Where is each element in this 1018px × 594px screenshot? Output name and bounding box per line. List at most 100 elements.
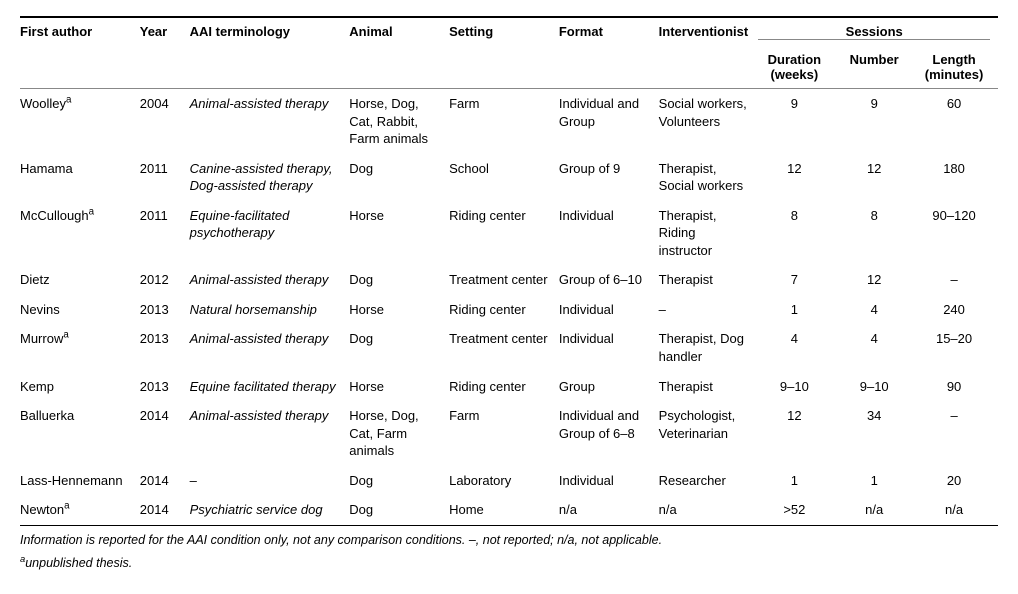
cell-num: 12: [838, 154, 918, 201]
cell-aai: Animal-assisted therapy: [190, 401, 350, 466]
cell-aai: Equine facilitated therapy: [190, 372, 350, 402]
th-sessions: Sessions: [758, 17, 998, 46]
cell-animal: Horse: [349, 295, 449, 325]
th-first-author: First author: [20, 17, 140, 89]
cell-format: Individual: [559, 201, 659, 266]
cell-year: 2011: [140, 201, 190, 266]
cell-setting: Farm: [449, 401, 559, 466]
cell-dur: 12: [758, 154, 838, 201]
table-row: Dietz2012Animal-assisted therapyDogTreat…: [20, 265, 998, 295]
cell-year: 2013: [140, 372, 190, 402]
cell-format: Group: [559, 372, 659, 402]
cell-num: 9: [838, 89, 918, 154]
th-sessions-label: Sessions: [758, 24, 990, 39]
sessions-underline: [758, 39, 990, 40]
cell-num: 34: [838, 401, 918, 466]
cell-inter: Therapist, Riding instructor: [659, 201, 759, 266]
cell-len: 15–20: [918, 324, 998, 371]
cell-setting: Treatment center: [449, 324, 559, 371]
cell-num: n/a: [838, 495, 918, 525]
cell-animal: Dog: [349, 324, 449, 371]
table-row: McCullougha2011Equine-facilitated psycho…: [20, 201, 998, 266]
footnote-2: aunpublished thesis.: [20, 555, 998, 578]
table-row: Lass-Hennemann2014–DogLaboratoryIndividu…: [20, 466, 998, 496]
cell-setting: Home: [449, 495, 559, 525]
cell-format: Group of 9: [559, 154, 659, 201]
cell-setting: Riding center: [449, 201, 559, 266]
cell-aai: Equine-facilitated psychotherapy: [190, 201, 350, 266]
th-aai: AAI terminology: [190, 17, 350, 89]
cell-author: Dietz: [20, 265, 140, 295]
cell-setting: Treatment center: [449, 265, 559, 295]
table-row: Woolleya2004Animal-assisted therapyHorse…: [20, 89, 998, 154]
cell-aai: Animal-assisted therapy: [190, 89, 350, 154]
cell-author: Murrowa: [20, 324, 140, 371]
cell-len: n/a: [918, 495, 998, 525]
cell-dur: 4: [758, 324, 838, 371]
cell-year: 2014: [140, 401, 190, 466]
table-row: Murrowa2013Animal-assisted therapyDogTre…: [20, 324, 998, 371]
cell-format: Individual: [559, 324, 659, 371]
cell-len: –: [918, 265, 998, 295]
footnote-2-text: unpublished thesis.: [25, 556, 132, 570]
cell-format: n/a: [559, 495, 659, 525]
cell-inter: Psychologist, Veterinarian: [659, 401, 759, 466]
cell-author: Kemp: [20, 372, 140, 402]
footnote-row-2: aunpublished thesis.: [20, 555, 998, 578]
cell-num: 12: [838, 265, 918, 295]
cell-format: Group of 6–10: [559, 265, 659, 295]
cell-len: 90: [918, 372, 998, 402]
table-row: Hamama2011Canine-assisted therapy, Dog-a…: [20, 154, 998, 201]
cell-len: 240: [918, 295, 998, 325]
cell-len: 20: [918, 466, 998, 496]
cell-dur: 9: [758, 89, 838, 154]
cell-author: Nevins: [20, 295, 140, 325]
cell-dur: 1: [758, 295, 838, 325]
cell-setting: School: [449, 154, 559, 201]
cell-aai: –: [190, 466, 350, 496]
cell-animal: Horse: [349, 201, 449, 266]
th-year: Year: [140, 17, 190, 89]
cell-num: 1: [838, 466, 918, 496]
cell-author: Lass-Hennemann: [20, 466, 140, 496]
cell-animal: Horse, Dog, Cat, Rabbit, Farm animals: [349, 89, 449, 154]
cell-animal: Dog: [349, 154, 449, 201]
table-body: Woolleya2004Animal-assisted therapyHorse…: [20, 89, 998, 526]
cell-year: 2013: [140, 324, 190, 371]
th-number: Number: [838, 46, 918, 89]
cell-dur: 9–10: [758, 372, 838, 402]
th-interventionist: Interventionist: [659, 17, 759, 89]
th-duration: Duration (weeks): [758, 46, 838, 89]
cell-inter: n/a: [659, 495, 759, 525]
cell-len: –: [918, 401, 998, 466]
cell-format: Individual and Group: [559, 89, 659, 154]
data-table: First author Year AAI terminology Animal…: [20, 16, 998, 578]
cell-num: 9–10: [838, 372, 918, 402]
footnote-1: Information is reported for the AAI cond…: [20, 525, 998, 554]
cell-setting: Riding center: [449, 372, 559, 402]
cell-aai: Psychiatric service dog: [190, 495, 350, 525]
cell-year: 2004: [140, 89, 190, 154]
cell-format: Individual: [559, 466, 659, 496]
cell-animal: Horse, Dog, Cat, Farm animals: [349, 401, 449, 466]
cell-inter: –: [659, 295, 759, 325]
cell-len: 180: [918, 154, 998, 201]
table-row: Newtona2014Psychiatric service dogDogHom…: [20, 495, 998, 525]
cell-year: 2012: [140, 265, 190, 295]
th-format: Format: [559, 17, 659, 89]
cell-format: Individual and Group of 6–8: [559, 401, 659, 466]
cell-dur: 8: [758, 201, 838, 266]
cell-setting: Riding center: [449, 295, 559, 325]
table-row: Nevins2013Natural horsemanshipHorseRidin…: [20, 295, 998, 325]
cell-animal: Horse: [349, 372, 449, 402]
cell-year: 2014: [140, 466, 190, 496]
cell-aai: Natural horsemanship: [190, 295, 350, 325]
cell-setting: Laboratory: [449, 466, 559, 496]
cell-aai: Animal-assisted therapy: [190, 324, 350, 371]
cell-animal: Dog: [349, 265, 449, 295]
cell-aai: Canine-assisted therapy, Dog-assisted th…: [190, 154, 350, 201]
cell-inter: Therapist: [659, 372, 759, 402]
cell-inter: Social workers, Volunteers: [659, 89, 759, 154]
cell-dur: >52: [758, 495, 838, 525]
cell-author: Hamama: [20, 154, 140, 201]
